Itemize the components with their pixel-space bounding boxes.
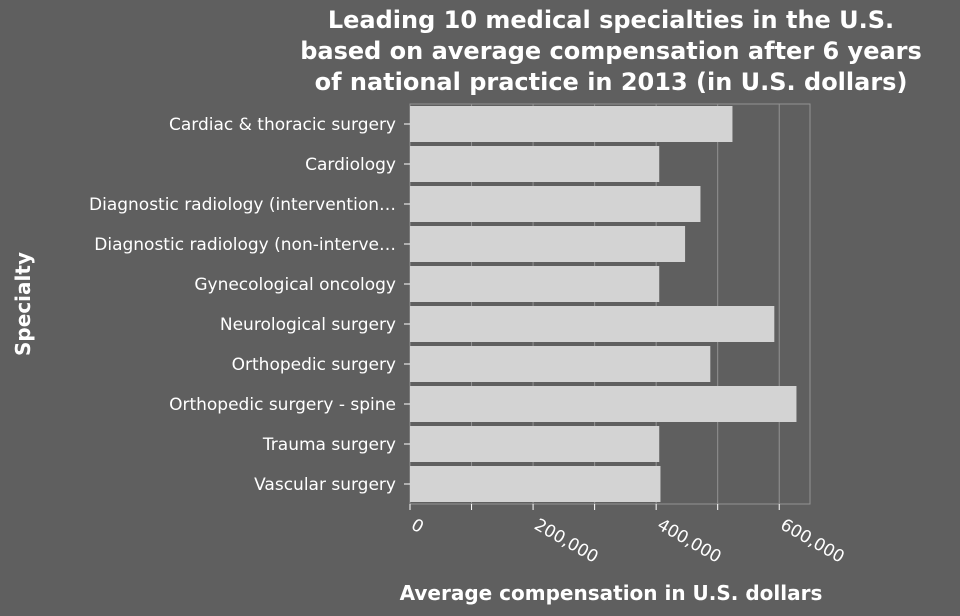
chart-title-line-1: Leading 10 medical specialties in the U.… <box>328 6 894 34</box>
bar <box>410 226 686 262</box>
category-label: Neurological surgery <box>220 315 396 335</box>
category-label: Diagnostic radiology (non-interve… <box>94 235 396 255</box>
category-label: Diagnostic radiology (intervention… <box>89 195 396 215</box>
bar <box>410 106 733 142</box>
y-axis-ticks: Cardiac & thoracic surgery Cardiology Diag… <box>89 115 410 495</box>
bar <box>410 266 660 302</box>
bar <box>410 306 775 342</box>
category-label: Orthopedic surgery - spine <box>169 395 396 415</box>
chart-title-line-2: based on average compensation after 6 ye… <box>300 37 922 65</box>
category-label: Cardiac & thoracic surgery <box>169 115 396 135</box>
category-label: Vascular surgery <box>254 475 396 495</box>
bars <box>410 106 797 502</box>
bar <box>410 346 711 382</box>
bar <box>410 146 660 182</box>
category-label: Trauma surgery <box>262 435 396 455</box>
y-axis-title: Specialty <box>11 252 35 356</box>
category-label: Orthopedic surgery <box>232 355 396 375</box>
bar <box>410 386 797 422</box>
category-label: Gynecological oncology <box>194 275 396 295</box>
category-label: Cardiology <box>305 155 396 175</box>
x-axis-title: Average compensation in U.S. dollars <box>400 581 823 605</box>
chart-title: Leading 10 medical specialties in the U.… <box>300 6 922 96</box>
bar <box>410 466 661 502</box>
bar <box>410 186 701 222</box>
chart-title-line-3: of national practice in 2013 (in U.S. do… <box>315 68 908 96</box>
bar <box>410 426 660 462</box>
